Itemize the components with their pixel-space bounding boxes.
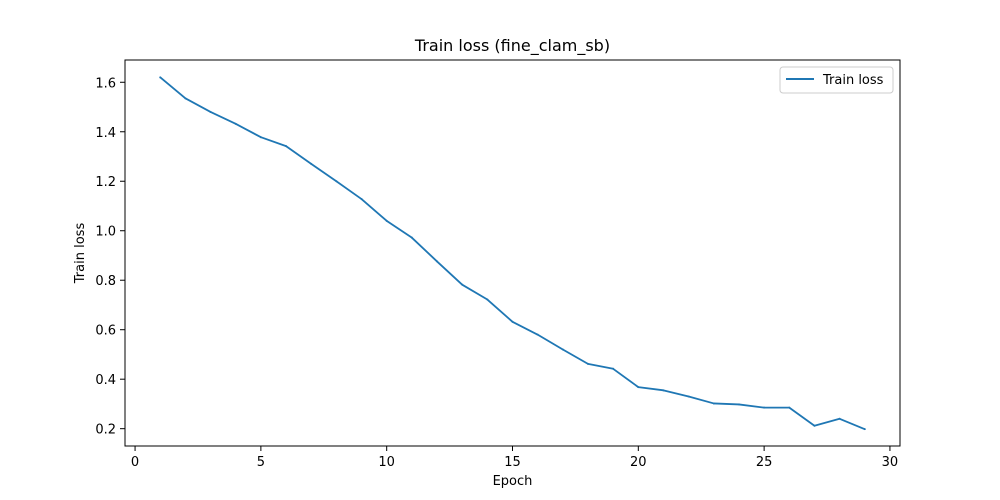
legend-box bbox=[779, 66, 894, 94]
data-point bbox=[360, 198, 363, 201]
data-point bbox=[184, 97, 187, 100]
data-point bbox=[234, 122, 237, 125]
data-point bbox=[486, 298, 489, 301]
data-point bbox=[511, 320, 514, 323]
data-point bbox=[335, 180, 338, 183]
y-tick-label: 1.2 bbox=[95, 175, 116, 190]
y-tick-label: 1.0 bbox=[95, 225, 116, 240]
x-axis-label: Epoch bbox=[493, 474, 533, 489]
x-tick-label: 30 bbox=[882, 455, 899, 470]
data-point bbox=[712, 402, 715, 405]
data-point bbox=[310, 162, 313, 165]
data-point bbox=[285, 145, 288, 148]
data-point bbox=[385, 219, 388, 222]
x-axis-ticks: 0 5 10 15 20 25 30 bbox=[131, 446, 898, 470]
chart-title: Train loss (fine_clam_sb) bbox=[414, 36, 610, 56]
data-point bbox=[159, 76, 162, 79]
y-tick-label: 0.8 bbox=[95, 274, 116, 289]
data-point bbox=[536, 333, 539, 336]
y-axis-ticks: 0.2 0.4 0.6 0.8 1.0 1.2 1.4 1.6 bbox=[95, 76, 125, 438]
series-layer bbox=[159, 76, 866, 431]
data-point bbox=[436, 260, 439, 263]
data-point bbox=[209, 110, 212, 113]
y-tick-label: 0.2 bbox=[95, 423, 116, 438]
x-tick-label: 25 bbox=[756, 455, 773, 470]
legend-label: Train loss bbox=[822, 73, 884, 88]
data-point bbox=[561, 348, 564, 351]
data-point bbox=[612, 367, 615, 370]
series-line bbox=[159, 76, 866, 431]
x-tick-label: 10 bbox=[378, 455, 395, 470]
y-tick-label: 0.6 bbox=[95, 324, 116, 339]
data-point bbox=[687, 395, 690, 398]
data-point bbox=[763, 406, 766, 409]
x-tick-label: 5 bbox=[257, 455, 265, 470]
data-point bbox=[637, 386, 640, 389]
plot-area-frame bbox=[124, 59, 901, 447]
y-axis-label: Train loss bbox=[73, 223, 88, 285]
y-tick-label: 1.4 bbox=[95, 126, 116, 141]
legend: Train loss bbox=[779, 66, 894, 94]
data-point bbox=[863, 428, 866, 431]
data-point bbox=[410, 236, 413, 239]
x-tick-label: 15 bbox=[504, 455, 521, 470]
data-point bbox=[461, 283, 464, 286]
x-tick-label: 20 bbox=[630, 455, 647, 470]
y-tick-label: 1.6 bbox=[95, 76, 116, 91]
data-point bbox=[813, 424, 816, 427]
y-tick-label: 0.4 bbox=[95, 373, 116, 388]
data-point bbox=[737, 403, 740, 406]
data-point bbox=[838, 417, 841, 420]
data-point bbox=[662, 389, 665, 392]
data-point bbox=[259, 136, 262, 139]
data-point bbox=[586, 362, 589, 365]
data-point bbox=[788, 406, 791, 409]
x-tick-label: 0 bbox=[131, 455, 139, 470]
